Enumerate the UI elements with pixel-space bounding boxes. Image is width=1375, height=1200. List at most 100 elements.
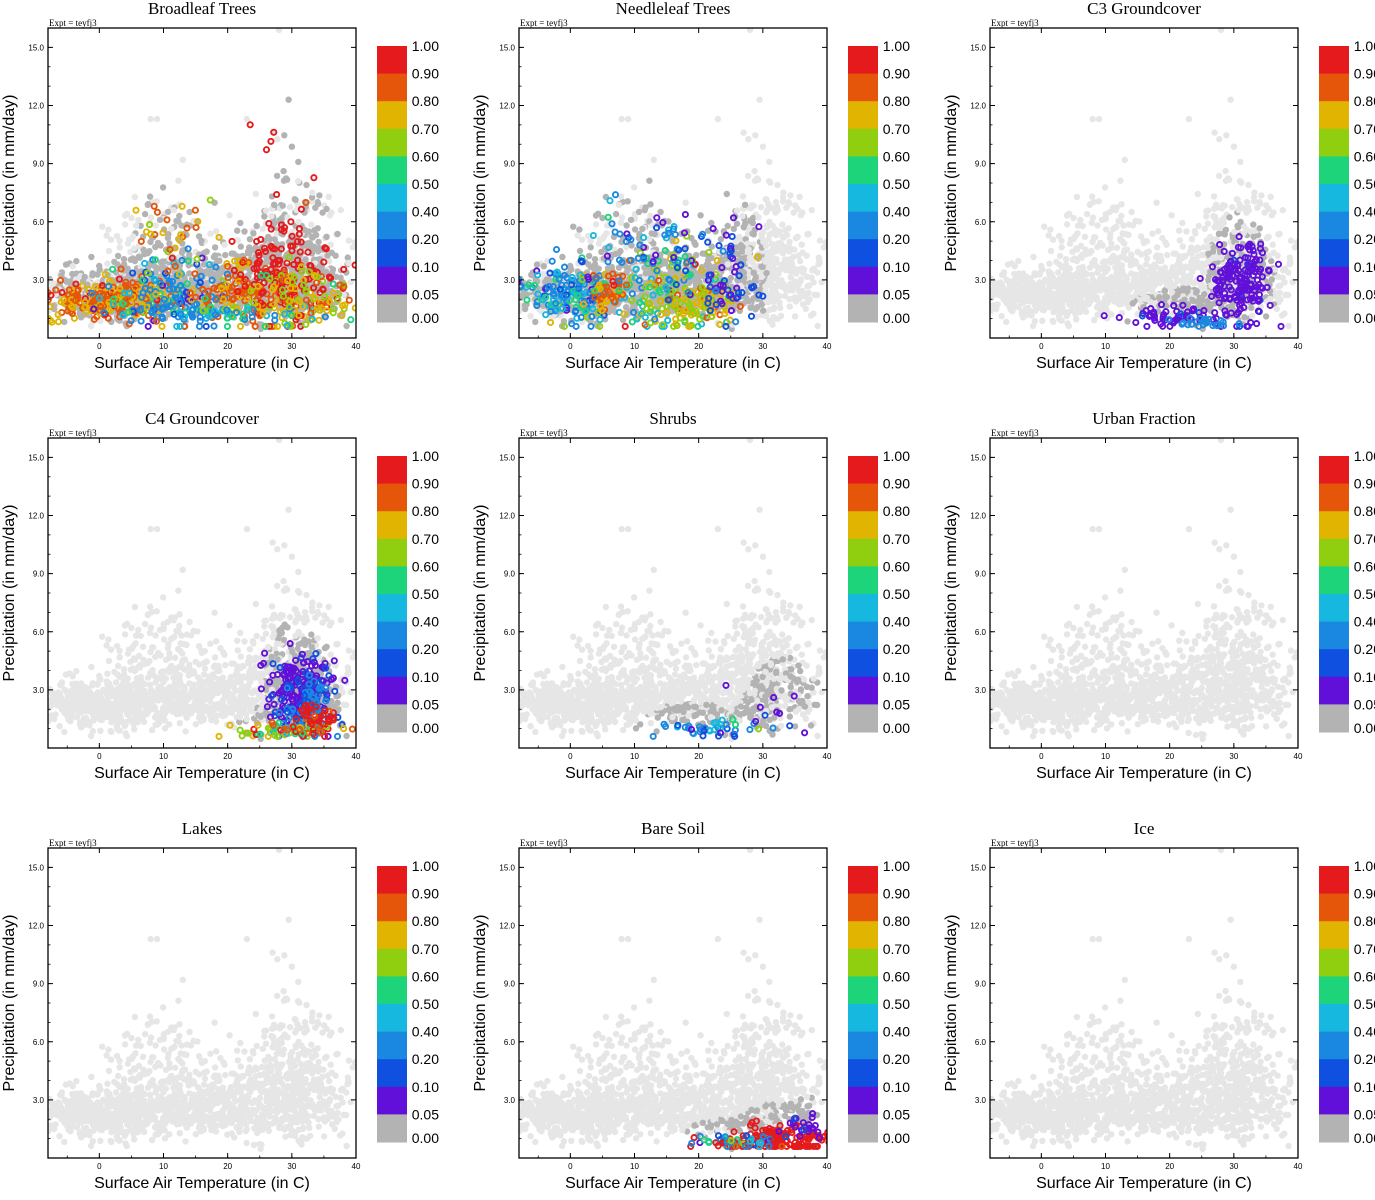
data-point [589,305,597,313]
data-point [530,281,538,289]
data-point [746,28,754,34]
data-point [568,320,576,328]
data-point [797,276,805,283]
y-tick-label: 9.0 [504,160,516,169]
data-point [255,252,263,260]
data-point [606,197,614,205]
data-point [584,273,592,281]
data-point [649,249,657,256]
data-point [560,322,568,330]
data-point [273,190,281,199]
colorbar-swatch [377,184,407,213]
data-point [62,261,70,268]
data-point [132,283,140,291]
data-point [759,143,767,150]
data-point [200,261,208,268]
data-point [136,306,144,314]
data-point [73,257,80,265]
data-point [656,288,664,296]
data-point [665,218,672,225]
data-point [591,293,599,301]
data-point [261,247,270,256]
colorbar-swatch [848,239,878,268]
data-point [309,189,316,196]
data-point [739,212,746,220]
data-point [131,193,139,201]
data-point [327,241,334,248]
data-point [269,254,277,262]
data-point [199,307,207,315]
data-point [701,303,709,312]
colorbar-label: 0.00 [883,310,910,326]
data-point [367,295,372,300]
data-point [773,297,781,304]
data-point [672,315,680,323]
data-point [808,206,815,214]
data-point [762,312,770,320]
data-point [296,248,304,256]
data-point [228,313,237,321]
data-point [279,292,288,300]
data-point [105,226,112,233]
data-point [627,256,635,264]
data-point [670,253,678,262]
data-point [308,233,315,240]
data-point [326,298,334,306]
data-point [345,259,352,267]
data-point [592,221,600,228]
data-point [592,274,600,282]
data-point [734,293,742,301]
data-point [651,315,659,323]
data-point [739,193,747,200]
data-point [247,287,255,295]
data-point [64,307,72,315]
data-point [745,246,752,253]
data-point [555,275,563,283]
data-point [664,316,672,324]
scatter-points [990,28,1298,333]
data-point [295,218,302,226]
data-point [814,322,821,330]
data-point [61,318,68,326]
data-point [144,269,152,277]
data-point [340,291,347,298]
data-point [326,212,334,219]
data-point [58,272,65,279]
data-point [121,221,129,228]
data-point [719,282,727,290]
data-point [265,219,273,228]
data-point [574,292,582,300]
data-point [254,302,262,310]
data-point [652,251,660,259]
data-point [160,304,168,312]
data-point [288,247,296,255]
data-point [175,236,183,244]
data-point [184,295,192,303]
data-point [802,305,809,312]
colorbar-label: 0.50 [883,176,910,192]
data-point [712,228,719,235]
data-point [56,276,65,284]
data-point [182,288,190,296]
data-point [138,276,146,284]
data-point [801,293,809,300]
data-point [90,315,98,323]
data-point [755,223,763,231]
data-point [594,210,602,217]
data-point [552,245,561,254]
data-point [137,237,145,245]
data-point [596,303,604,311]
colorbar-label: 0.20 [412,231,439,247]
data-point [281,310,289,318]
data-point [213,228,220,235]
data-point [552,299,560,307]
data-point [54,318,63,326]
data-point [234,227,241,234]
data-point [141,210,149,218]
data-point [329,309,337,317]
data-point [527,313,534,320]
data-point [226,212,233,219]
data-point [765,178,773,185]
